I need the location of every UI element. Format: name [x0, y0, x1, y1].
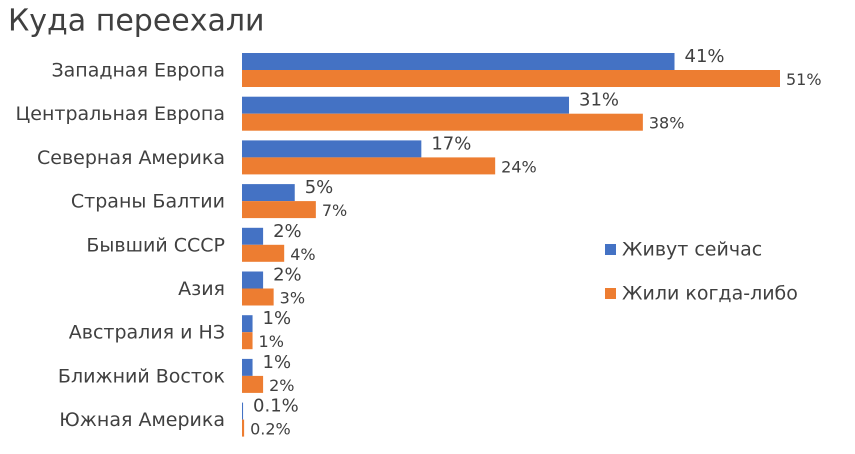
legend-label: Живут сейчас [622, 239, 762, 261]
y-tick-label: Бывший СССР [86, 234, 225, 256]
value-label: 31% [579, 90, 619, 111]
value-label: 24% [501, 157, 537, 176]
value-label: 0.2% [250, 420, 291, 439]
bar [242, 184, 295, 202]
legend-label: Жили когда-либо [622, 283, 798, 305]
value-label: 4% [290, 245, 315, 264]
bar [242, 201, 316, 219]
bar [242, 244, 285, 262]
value-label: 5% [305, 177, 334, 198]
value-label: 3% [280, 289, 305, 308]
value-label: 17% [431, 133, 471, 154]
bar [242, 358, 253, 376]
value-label: 1% [263, 308, 292, 329]
y-tick-label: Северная Америка [37, 147, 225, 169]
bar [242, 375, 264, 393]
bar [242, 157, 496, 175]
y-tick-label: Страны Балтии [71, 191, 225, 213]
value-label: 0.1% [253, 396, 299, 417]
bar [242, 402, 244, 420]
bar [242, 419, 245, 437]
bar [242, 140, 422, 158]
bar [242, 288, 274, 306]
bar [242, 96, 570, 114]
value-label: 38% [649, 114, 685, 133]
bar [242, 70, 780, 87]
y-tick-label: Западная Европа [51, 60, 225, 82]
bar [242, 315, 253, 333]
value-label: 1% [263, 352, 292, 373]
chart-title: Куда переехали [8, 4, 265, 39]
value-label: 41% [685, 46, 725, 67]
legend-swatch [605, 244, 616, 255]
value-label: 2% [273, 265, 302, 286]
bar [242, 53, 675, 70]
bar [242, 332, 253, 350]
value-label: 2% [273, 221, 302, 242]
y-tick-label: Ближний Восток [58, 365, 225, 387]
value-label: 1% [259, 332, 284, 351]
value-label: 7% [322, 201, 347, 220]
legend-swatch [605, 288, 616, 299]
bar [242, 227, 264, 245]
y-tick-label: Южная Америка [59, 409, 225, 431]
value-label: 51% [786, 70, 822, 89]
bar [242, 271, 264, 289]
y-tick-label: Азия [178, 278, 225, 300]
y-tick-label: Австралия и НЗ [69, 322, 225, 344]
y-tick-label: Центральная Европа [16, 103, 225, 125]
value-label: 2% [269, 376, 294, 395]
bar [242, 113, 643, 131]
